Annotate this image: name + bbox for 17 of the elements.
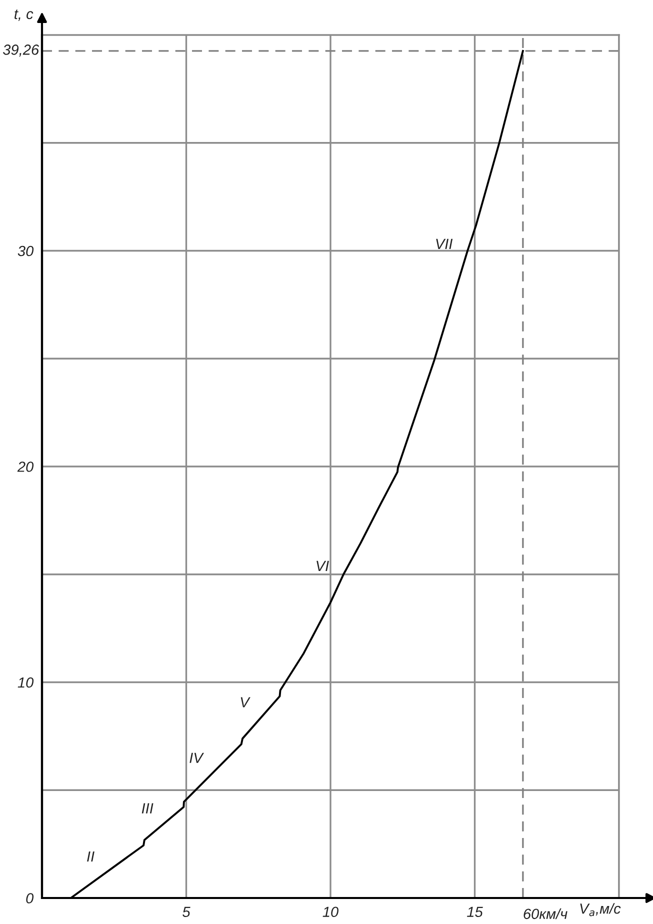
ref-line-label: 39,26 (2, 44, 40, 57)
y-tick-label: 30 (18, 246, 34, 256)
x-tick-label: 5 (182, 906, 190, 918)
annotation: IV (190, 752, 204, 763)
x-axis-title: V$_{a}$,м/с (580, 903, 621, 916)
y-tick-label: 20 (17, 462, 34, 472)
y-axis-title: t, с (14, 10, 34, 21)
ref-line-label: 60км/ч (524, 908, 568, 920)
annotation: II (87, 852, 94, 862)
annotation: VI (316, 560, 329, 571)
x-tick-label: 10 (322, 906, 338, 918)
annotation: III (142, 803, 154, 814)
annotation: VII (436, 238, 453, 249)
y-tick-label: 0 (26, 893, 34, 904)
annotation: V (240, 697, 250, 708)
x-tick-label: 15 (467, 906, 483, 918)
y-tick-label: 10 (18, 677, 34, 688)
